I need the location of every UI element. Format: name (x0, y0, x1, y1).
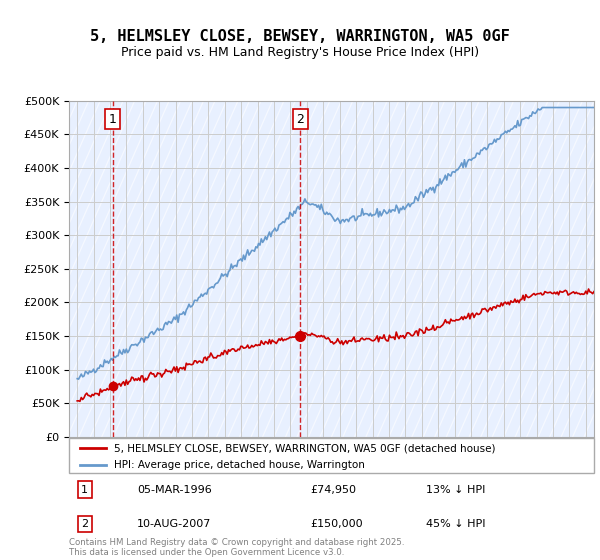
FancyBboxPatch shape (69, 438, 594, 473)
Text: 1: 1 (81, 484, 88, 494)
Text: £74,950: £74,950 (311, 484, 356, 494)
Text: 2: 2 (81, 519, 88, 529)
Text: 13% ↓ HPI: 13% ↓ HPI (426, 484, 485, 494)
Text: 5, HELMSLEY CLOSE, BEWSEY, WARRINGTON, WA5 0GF: 5, HELMSLEY CLOSE, BEWSEY, WARRINGTON, W… (90, 29, 510, 44)
Text: £150,000: £150,000 (311, 519, 363, 529)
Text: 1: 1 (109, 113, 117, 125)
Text: 45% ↓ HPI: 45% ↓ HPI (426, 519, 485, 529)
Text: HPI: Average price, detached house, Warrington: HPI: Average price, detached house, Warr… (113, 460, 365, 469)
Text: 2: 2 (296, 113, 304, 125)
Text: 5, HELMSLEY CLOSE, BEWSEY, WARRINGTON, WA5 0GF (detached house): 5, HELMSLEY CLOSE, BEWSEY, WARRINGTON, W… (113, 443, 495, 453)
Text: 05-MAR-1996: 05-MAR-1996 (137, 484, 212, 494)
Text: Price paid vs. HM Land Registry's House Price Index (HPI): Price paid vs. HM Land Registry's House … (121, 46, 479, 59)
Text: 10-AUG-2007: 10-AUG-2007 (137, 519, 212, 529)
Text: Contains HM Land Registry data © Crown copyright and database right 2025.
This d: Contains HM Land Registry data © Crown c… (69, 538, 404, 557)
